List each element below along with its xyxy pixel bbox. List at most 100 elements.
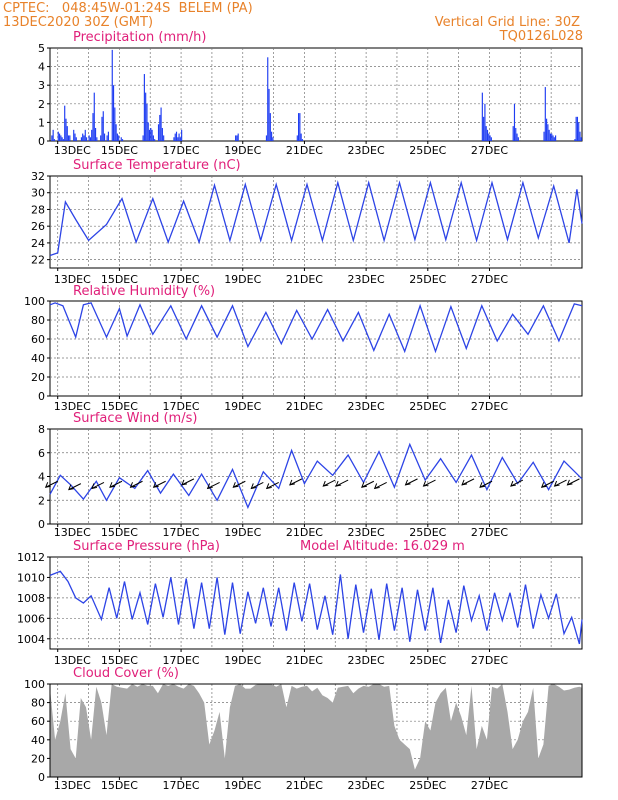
precip-bar <box>150 127 152 141</box>
model-altitude: Model Altitude: 16.029 m <box>300 539 465 554</box>
precip-bar <box>175 131 178 141</box>
precip-bar <box>489 135 491 141</box>
precip-ytick-label: 4 <box>38 61 45 74</box>
header-code: TQ0126L028 <box>499 29 583 44</box>
rh-xtick-label: 19DEC <box>224 400 261 413</box>
precip-bar <box>486 129 489 141</box>
cloud-ytick-label: 80 <box>31 697 45 710</box>
rh-ytick-label: 60 <box>31 333 45 346</box>
precip-bar <box>157 124 160 141</box>
precip-bar <box>163 135 165 141</box>
temp-ytick-label: 24 <box>31 237 45 250</box>
wind-arrow <box>289 478 303 486</box>
pres-xtick-label: 13DEC <box>54 654 91 667</box>
wind-arrow <box>479 480 493 488</box>
temp-ytick-label: 28 <box>31 203 45 216</box>
precip-bar <box>485 126 487 141</box>
rh-xtick-label: 27DEC <box>471 400 508 413</box>
rh-title: Relative Humidity (%) <box>73 284 215 299</box>
precip-xtick-label: 21DEC <box>286 144 323 157</box>
precip-bar <box>67 135 70 141</box>
precip-bar <box>548 129 550 141</box>
cloud-xtick-label: 13DEC <box>54 779 91 792</box>
precip-bar <box>115 124 117 141</box>
wind-arrow <box>44 480 58 488</box>
precip-title: Precipitation (mm/h) <box>73 30 206 45</box>
precip-ytick-label: 1 <box>38 116 45 129</box>
rh-xtick-label: 17DEC <box>163 400 200 413</box>
precip-bar <box>69 135 71 141</box>
precip-bar <box>112 85 115 141</box>
precip-bar <box>84 129 86 141</box>
precip-bar <box>484 103 486 141</box>
rh-ytick-label: 40 <box>31 352 45 365</box>
temp-xtick-label: 21DEC <box>286 273 323 286</box>
precip-bar <box>73 129 75 141</box>
wind-xtick-label: 23DEC <box>348 526 385 539</box>
rh-ytick-label: 100 <box>24 295 45 308</box>
temp-ytick-label: 32 <box>31 170 45 183</box>
wind-ytick-label: 6 <box>38 447 45 460</box>
precip-bar <box>517 137 519 141</box>
pres-xtick-label: 27DEC <box>471 654 508 667</box>
wind-arrow <box>461 478 475 486</box>
precip-bar <box>101 116 103 141</box>
wind-arrow <box>540 480 554 488</box>
precip-bar <box>580 137 582 141</box>
pres-xtick-label: 21DEC <box>286 654 323 667</box>
precip-bar <box>145 92 147 141</box>
wind-arrow <box>250 481 264 490</box>
wind-xtick-label: 21DEC <box>286 526 323 539</box>
wind-arrow <box>109 480 123 488</box>
wind-arrow <box>181 478 195 486</box>
pres-xtick-label: 25DEC <box>409 654 446 667</box>
wind-xtick-label: 13DEC <box>54 526 91 539</box>
precip-bar <box>52 129 54 141</box>
precip-bar <box>551 133 553 141</box>
precip-bar <box>547 124 549 141</box>
precip-bar <box>89 137 91 141</box>
precip-bar <box>116 133 118 141</box>
temp-xtick-label: 15DEC <box>101 273 138 286</box>
cloud-xtick-label: 23DEC <box>348 779 385 792</box>
precip-bar <box>296 135 298 141</box>
precip-bar <box>236 135 238 141</box>
wind-arrow <box>335 479 349 487</box>
precip-bar <box>100 135 102 141</box>
cloud-xtick-label: 15DEC <box>101 779 138 792</box>
wind-arrow <box>265 481 279 490</box>
precip-bar <box>74 133 76 141</box>
temp-ytick-label: 22 <box>31 254 45 267</box>
precip-bar <box>64 105 66 141</box>
pres-xtick-label: 19DEC <box>224 654 261 667</box>
precip-bar <box>544 87 546 141</box>
wind-arrow <box>510 479 524 487</box>
precip-bar <box>576 116 579 141</box>
wind-arrow <box>361 480 375 488</box>
wind-xtick-label: 19DEC <box>224 526 261 539</box>
precip-bar <box>178 133 180 141</box>
rh-xtick-label: 23DEC <box>348 400 385 413</box>
wind-arrow <box>566 478 580 486</box>
precip-bar <box>173 137 175 141</box>
precip-bar <box>579 131 581 141</box>
wind-arrow <box>553 479 567 487</box>
cloud-area <box>50 684 582 777</box>
temp-ytick-label: 30 <box>31 187 45 200</box>
rh-ytick-label: 80 <box>31 314 45 327</box>
pres-title: Surface Pressure (hPa) <box>73 539 220 554</box>
precip-bar <box>111 49 113 141</box>
precip-ytick-label: 0 <box>38 135 45 148</box>
precip-bar <box>143 74 145 141</box>
precip-bar <box>298 113 300 141</box>
temp-xtick-label: 13DEC <box>54 273 91 286</box>
precip-bar <box>237 133 239 141</box>
wind-arrow <box>68 483 82 491</box>
precip-bar <box>269 113 271 141</box>
wind-arrow <box>152 480 166 488</box>
precip-bar <box>114 107 116 141</box>
precip-bar <box>549 133 552 141</box>
precip-bar <box>107 131 109 141</box>
precip-bar <box>268 88 270 141</box>
precip-bar <box>88 135 90 141</box>
